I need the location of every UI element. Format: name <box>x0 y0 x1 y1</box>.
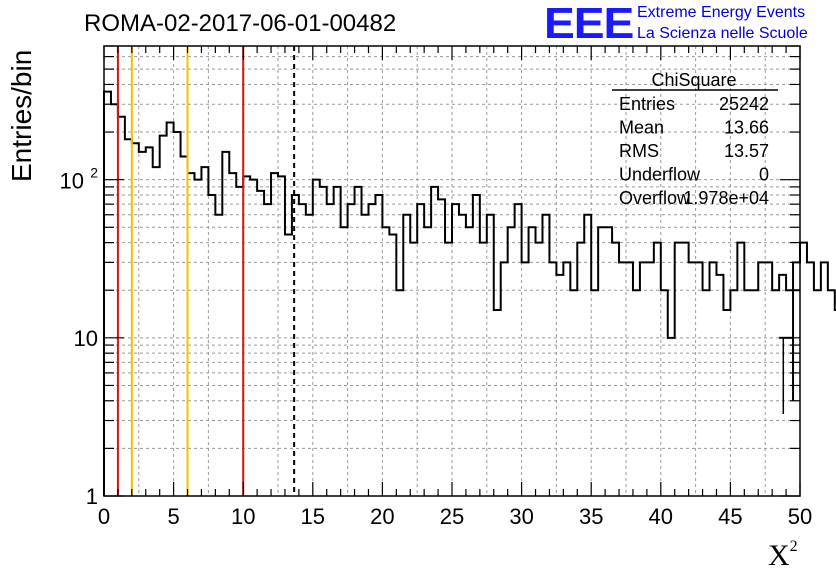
x-tick-label: 10 <box>231 504 255 529</box>
stats-row-label: Underflow <box>619 165 701 185</box>
histogram-bars <box>103 90 836 496</box>
stats-row-value: 13.57 <box>724 141 769 161</box>
x-axis-label-base: X <box>768 539 790 572</box>
eee-logo-line2: La Scienza nelle Scuole <box>637 25 808 42</box>
eee-logo-line1: Extreme Energy Events <box>637 4 806 21</box>
chart-title: ROMA-02-2017-06-01-00482 <box>84 10 397 37</box>
y-tick-label-exponent: 2 <box>90 165 98 181</box>
x-tick-label: 45 <box>718 504 742 529</box>
x-tick-label: 35 <box>579 504 603 529</box>
y-tick-label: 1 <box>86 484 98 509</box>
stats-row-value: 1.978e+04 <box>683 188 769 208</box>
stats-box-name: ChiSquare <box>651 70 736 90</box>
x-tick-label: 20 <box>370 504 394 529</box>
stats-row-label: Overflow <box>619 188 691 208</box>
stats-row-label: RMS <box>619 141 659 161</box>
x-tick-label: 40 <box>649 504 673 529</box>
x-tick-label: 30 <box>509 504 533 529</box>
y-tick-label: 10 <box>74 326 98 351</box>
stats-row-value: 25242 <box>719 94 769 114</box>
stats-row-value: 13.66 <box>724 118 769 138</box>
x-tick-label: 50 <box>788 504 812 529</box>
stats-row-label: Mean <box>619 118 664 138</box>
y-axis-label: Entries/bin <box>6 49 37 182</box>
x-axis-label: X2 <box>768 538 798 573</box>
x-tick-label: 0 <box>98 504 110 529</box>
x-tick-label: 15 <box>301 504 325 529</box>
y-tick-label: 10 <box>60 169 84 194</box>
stats-row-value: 0 <box>759 165 769 185</box>
x-axis-label-superscript: 2 <box>789 538 798 555</box>
x-tick-label: 25 <box>440 504 464 529</box>
x-tick-label: 5 <box>167 504 179 529</box>
stats-row-label: Entries <box>619 94 675 114</box>
eee-logo-text: EEE <box>544 0 634 48</box>
